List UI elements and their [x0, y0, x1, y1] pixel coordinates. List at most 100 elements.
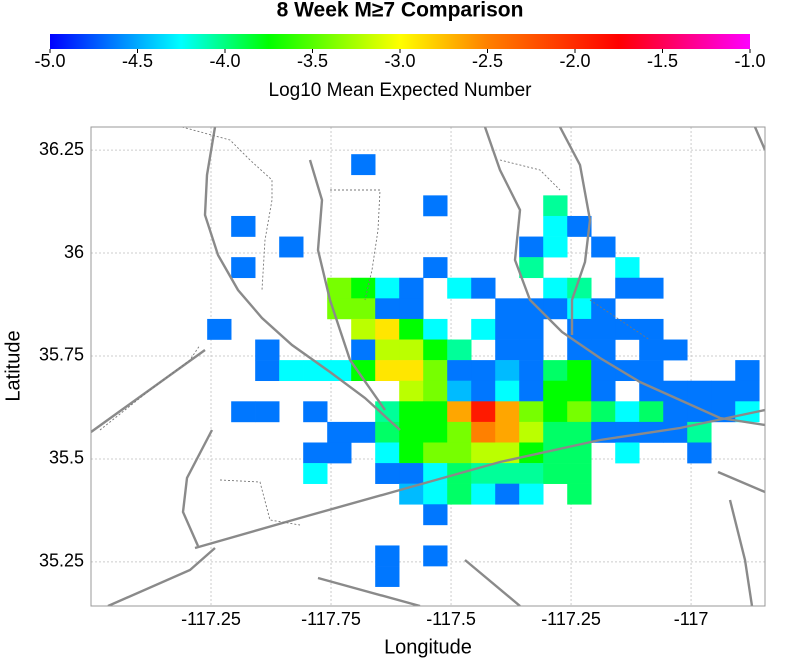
road	[330, 189, 381, 301]
heatmap-cell	[591, 318, 616, 340]
heatmap-cell	[543, 360, 568, 382]
heatmap-cell	[375, 442, 400, 464]
heatmap-cell	[639, 360, 664, 382]
heatmap-cell	[351, 318, 376, 340]
heatmap-cell	[495, 483, 520, 505]
fault-line	[194, 408, 765, 550]
heatmap-cell	[519, 257, 544, 279]
heatmap-cell	[567, 463, 592, 484]
fault-line	[203, 127, 401, 431]
heatmap-cell	[519, 236, 544, 258]
heatmap-cell	[591, 380, 616, 402]
heatmap-cell	[351, 154, 376, 176]
heatmap-cell	[639, 401, 664, 423]
plot-frame	[90, 126, 766, 607]
heatmap-cell	[375, 463, 400, 484]
colorbar-tick-label: -3.0	[384, 51, 415, 71]
heatmap-cell	[519, 401, 544, 423]
heatmap-cell	[639, 318, 664, 340]
colorbar-tick-label: -2.0	[559, 51, 590, 71]
fault-line	[107, 547, 216, 606]
heatmap-cell	[567, 401, 592, 423]
heatmap-cells	[207, 154, 760, 587]
heatmap-cell	[399, 277, 424, 299]
heatmap-cell	[255, 360, 280, 382]
heatmap-cell	[663, 401, 688, 423]
heatmap-cell	[327, 298, 352, 320]
colorbar-tick-label: -1.0	[734, 51, 765, 71]
heatmap-cell	[543, 442, 568, 464]
fault-line	[91, 349, 206, 433]
heatmap-cell	[351, 360, 376, 382]
heatmap-cell	[423, 545, 448, 567]
y-tick-label: 36.25	[39, 139, 84, 159]
heatmap-cell	[615, 421, 640, 443]
heatmap-cell	[567, 339, 592, 361]
heatmap-cell	[375, 339, 400, 361]
heatmap-cell	[543, 421, 568, 443]
heatmap-cell	[591, 339, 616, 361]
heatmap-cell	[447, 483, 472, 505]
heatmap-cell	[399, 421, 424, 443]
y-tick-label: 35.5	[49, 448, 84, 468]
fault-line	[728, 499, 754, 606]
heatmap-cell	[711, 380, 736, 402]
heatmap-cell	[591, 401, 616, 423]
heatmap-cell	[375, 277, 400, 299]
x-tick-label: -117.25	[181, 609, 241, 629]
y-tick-label: 36	[64, 242, 84, 262]
heatmap-cell	[663, 421, 688, 443]
fault-line	[308, 159, 386, 411]
heatmap-cell	[567, 483, 592, 505]
heatmap-cell	[615, 360, 640, 382]
road	[99, 344, 201, 431]
heatmap-cell	[447, 277, 472, 299]
heatmap-cell	[375, 566, 400, 587]
heatmap-cell	[639, 339, 664, 361]
heatmap-cell	[543, 195, 568, 217]
chart-title: 8 Week M≥7 Comparison	[277, 0, 524, 22]
heatmap-cell	[519, 360, 544, 382]
heatmap-cell	[207, 318, 232, 340]
heatmap-cell	[375, 298, 400, 320]
heatmap-cell	[543, 215, 568, 237]
x-tick-label: -117.75	[301, 609, 361, 629]
heatmap-cell	[735, 380, 760, 402]
heatmap-cell	[471, 380, 496, 402]
heatmap-cell	[543, 401, 568, 423]
heatmap-cell	[567, 318, 592, 340]
heatmap-cell	[519, 442, 544, 464]
heatmap-cell	[375, 421, 400, 443]
heatmap-cell	[399, 401, 424, 423]
x-tick-label: -117	[674, 609, 709, 629]
heatmap-cell	[543, 277, 568, 299]
heatmap-cell	[519, 298, 544, 320]
heatmap-cell	[735, 360, 760, 382]
heatmap-cell	[303, 463, 328, 484]
heatmap-cell	[255, 401, 280, 423]
heatmap-cell	[567, 215, 592, 237]
heatmap-cell	[591, 360, 616, 382]
colorbar-tick-label: -2.5	[472, 51, 503, 71]
heatmap-cell	[519, 318, 544, 340]
heatmap-cell	[615, 277, 640, 299]
heatmap-cell	[639, 380, 664, 402]
colorbar	[50, 34, 750, 49]
heatmap-cell	[327, 277, 352, 299]
road	[499, 159, 561, 191]
colorbar-label: Log10 Mean Expected Number	[269, 80, 533, 101]
heatmap-cell	[351, 277, 376, 299]
heatmap-cell	[399, 380, 424, 402]
heatmap-cell	[423, 360, 448, 382]
heatmap-cell	[351, 298, 376, 320]
heatmap-cell	[351, 421, 376, 443]
heatmap-cell	[615, 318, 640, 340]
heatmap-cell	[447, 421, 472, 443]
heatmap-cell	[423, 257, 448, 279]
heatmap-cell	[567, 380, 592, 402]
heatmap-cell	[471, 360, 496, 382]
heatmap-cell	[567, 360, 592, 382]
colorbar-tick-label: -3.5	[297, 51, 328, 71]
heatmap-cell	[495, 380, 520, 402]
